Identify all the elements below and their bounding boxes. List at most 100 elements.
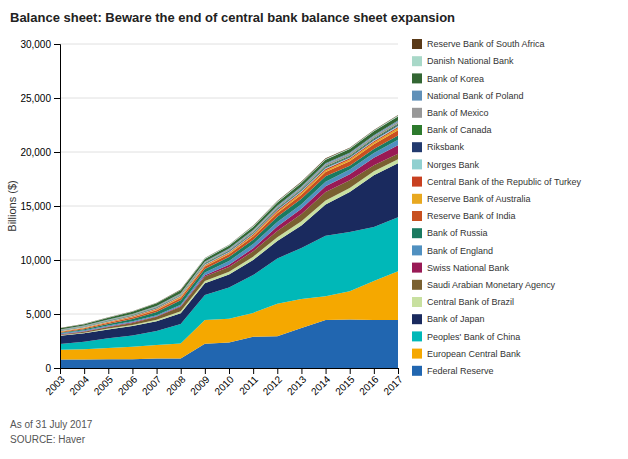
legend-item: European Central Bank — [412, 349, 521, 359]
tick: 2003 — [43, 368, 67, 397]
tick-label: 2003 — [43, 373, 67, 397]
legend-swatch — [412, 177, 422, 187]
legend-swatch — [412, 280, 422, 290]
tick: 2008 — [164, 368, 188, 397]
legend-swatch — [412, 245, 422, 255]
tick-label: 2014 — [309, 373, 333, 397]
tick-mark — [108, 368, 109, 374]
grid — [60, 44, 398, 368]
tick-label: 2015 — [333, 373, 357, 397]
legend-item: Reserve Bank of South Africa — [412, 39, 545, 49]
legend-item: Danish National Bank — [412, 56, 514, 66]
tick-label: 2006 — [116, 373, 140, 397]
legend-label: Bank of Japan — [427, 314, 485, 324]
tick-label: 30,000 — [20, 39, 51, 50]
tick: 20,000 — [20, 147, 60, 158]
legend-swatch — [412, 331, 422, 341]
legend-item: Central Bank of the Republic of Turkey — [412, 177, 582, 187]
tick: 2017 — [381, 368, 405, 397]
axis-line — [54, 45, 61, 369]
legend-label: National Bank of Poland — [427, 91, 524, 101]
tick: 2016 — [357, 368, 381, 397]
tick-label: 15,000 — [20, 201, 51, 212]
legend-label: Reserve Bank of Australia — [427, 194, 531, 204]
tick: 30,000 — [20, 39, 60, 50]
legend-item: Bank of Mexico — [412, 108, 489, 118]
legend-item: Central Bank of Brazil — [412, 297, 514, 307]
legend-label: Reserve Bank of South Africa — [427, 39, 545, 49]
legend-swatch — [412, 263, 422, 273]
legend-item: Bank of Korea — [412, 73, 484, 83]
tick-label: 25,000 — [20, 93, 51, 104]
legend-label: Central Bank of the Republic of Turkey — [427, 177, 582, 187]
tick-mark — [301, 368, 302, 374]
legend-label: Bank of Russia — [427, 228, 488, 238]
legend-label: European Central Bank — [427, 349, 521, 359]
legend-swatch — [412, 56, 422, 66]
tick-label: 2017 — [381, 373, 405, 397]
legend-label: Swiss National Bank — [427, 263, 510, 273]
legend-swatch — [412, 228, 422, 238]
tick-mark — [54, 44, 60, 45]
legend-label: Danish National Bank — [427, 56, 514, 66]
tick: 2006 — [116, 368, 140, 397]
legend-swatch — [412, 159, 422, 169]
tick: 5,000 — [26, 309, 60, 320]
tick-mark — [54, 314, 60, 315]
legend-label: Riksbank — [427, 142, 465, 152]
tick-mark — [205, 368, 206, 374]
areas — [60, 115, 398, 368]
area — [60, 116, 398, 329]
legend-item: Federal Reserve — [412, 366, 494, 376]
tick-label: 2007 — [140, 373, 164, 397]
area — [60, 115, 398, 328]
legend-item: Peoples' Bank of China — [412, 331, 520, 341]
tick-mark — [181, 368, 182, 374]
tick-mark — [253, 368, 254, 374]
legend-label: Peoples' Bank of China — [427, 332, 520, 342]
tick-mark — [54, 260, 60, 261]
legend-item: Norges Bank — [412, 159, 480, 169]
tick-mark — [54, 368, 60, 369]
tick-mark — [60, 368, 61, 374]
legend: Reserve Bank of South Africa Danish Natio… — [412, 39, 582, 376]
legend-item: Bank of England — [412, 245, 493, 255]
legend-item: Reserve Bank of India — [412, 211, 516, 221]
legend-label: Federal Reserve — [427, 366, 494, 376]
tick: 2005 — [92, 368, 116, 397]
legend-item: Reserve Bank of Australia — [412, 194, 531, 204]
legend-label: Bank of England — [427, 246, 493, 256]
y-axis-label: Billions ($) — [6, 180, 18, 231]
tick-mark — [54, 98, 60, 99]
legend-label: Saudi Arabian Monetary Agency — [427, 280, 556, 290]
annotation: As of 31 July 2017 — [10, 419, 93, 430]
tick-label: 0 — [45, 363, 51, 374]
tick-label: 5,000 — [26, 309, 51, 320]
legend-swatch — [412, 211, 422, 221]
tick-label: 20,000 — [20, 147, 51, 158]
tick: 2010 — [212, 368, 236, 397]
tick-mark — [54, 206, 60, 207]
legend-swatch — [412, 142, 422, 152]
tick-mark — [157, 368, 158, 374]
legend-label: Bank of Mexico — [427, 108, 489, 118]
tick-label: 2009 — [188, 373, 212, 397]
legend-swatch — [412, 125, 422, 135]
legend-swatch — [412, 366, 422, 376]
tick-mark — [374, 368, 375, 374]
tick: 2012 — [261, 368, 285, 397]
legend-item: National Bank of Poland — [412, 91, 524, 101]
tick-label: 2004 — [67, 373, 91, 397]
legend-swatch — [412, 349, 422, 359]
chart: Balance sheet: Beware the end of central… — [0, 0, 628, 459]
tick-mark — [132, 368, 133, 374]
tick: 0 — [45, 363, 60, 374]
legend-item: Bank of Russia — [412, 228, 488, 238]
y-axis: 05,00010,00015,00020,00025,00030,000 — [20, 39, 60, 374]
tick-label: 2005 — [92, 373, 116, 397]
tick-mark — [84, 368, 85, 374]
legend-swatch — [412, 91, 422, 101]
tick-mark — [277, 368, 278, 374]
legend-item: Swiss National Bank — [412, 263, 510, 273]
tick-mark — [229, 368, 230, 374]
